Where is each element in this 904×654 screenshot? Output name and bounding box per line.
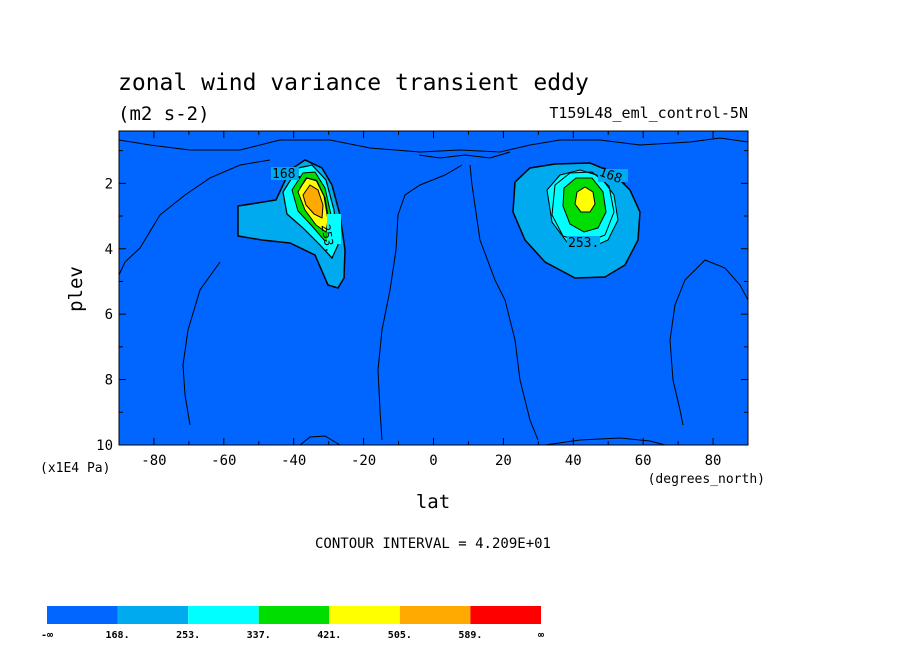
colorbar-swatch: [117, 606, 189, 624]
y-tick-label: 6: [105, 307, 113, 323]
colorbar-label: 505.: [388, 630, 412, 641]
contour-interval-label: CONTOUR INTERVAL = 4.209E+01: [315, 536, 551, 552]
contour-label-253-north: 253.: [568, 236, 599, 251]
contour-labels: 168. 253. 168. 253.: [271, 165, 631, 254]
run-label: T159L48_eml_control-5N: [549, 104, 748, 122]
x-tick-label: 60: [635, 453, 652, 469]
colorbar-label: 421.: [317, 630, 341, 641]
contour-line-bottom-east: [544, 437, 666, 446]
x-tick-label: 80: [705, 453, 722, 469]
x-tick-label: -20: [351, 453, 376, 469]
colorbar: -∞ 168. 253. 337. 421. 505. 589. ∞: [41, 606, 544, 641]
contour-line-tropic-west: [377, 164, 463, 441]
contour-line-inner: [551, 171, 615, 244]
y-tick-label: 2: [105, 176, 113, 192]
x-axis: -80 -60 -40 -20 0 20 40 60 80: [118, 131, 749, 469]
contour-line-upper-edge-2: [418, 151, 511, 159]
background-contours: [118, 137, 749, 446]
x-axis-label: lat: [416, 491, 450, 513]
colorbar-swatch: [188, 606, 259, 624]
x-tick-label: -80: [141, 453, 166, 469]
north-jet-contours: [512, 162, 641, 279]
x-tick-label: -60: [211, 453, 236, 469]
contour-line-north-outer: [669, 259, 749, 426]
contour-line-south-lower: [182, 261, 221, 426]
contour-fill-505: [302, 184, 324, 219]
x-axis-units: (degrees_north): [648, 472, 765, 487]
x-tick-label: -40: [281, 453, 306, 469]
y-tick-label: 8: [105, 373, 113, 389]
plot-background: [119, 131, 748, 445]
contour-line-tropic-east: [469, 164, 539, 441]
colorbar-swatch: [470, 606, 541, 624]
contour-label-168-south: 168.: [272, 167, 303, 182]
y-axis-label: plev: [65, 266, 87, 312]
units-label: (m2 s-2): [118, 103, 210, 125]
y-tick-label: 10: [96, 438, 113, 454]
plot-area: 168. 253. 168. 253.: [118, 130, 749, 446]
y-axis: 2 4 6 8 10: [96, 150, 748, 454]
y-tick-label: 4: [105, 242, 113, 258]
colorbar-label: -∞: [41, 630, 53, 641]
colorbar-swatch: [329, 606, 400, 624]
x-tick-label: 20: [495, 453, 512, 469]
contour-line-bottom: [299, 435, 341, 446]
colorbar-label: 253.: [176, 630, 200, 641]
south-jet-contours: [237, 159, 346, 289]
y-axis-units: (x1E4 Pa): [40, 461, 110, 476]
colorbar-label: 337.: [247, 630, 271, 641]
contour-line-south-tropic: [118, 159, 271, 276]
contour-line-upper-edge: [118, 137, 749, 153]
colorbar-label: ∞: [538, 630, 544, 641]
x-tick-label: 0: [429, 453, 437, 469]
contour-label-253-south: 253.: [318, 223, 337, 254]
colorbar-swatch: [258, 606, 330, 624]
x-tick-label: 40: [565, 453, 582, 469]
colorbar-swatch: [399, 606, 471, 624]
chart-title: zonal wind variance transient eddy: [118, 70, 589, 96]
colorbar-label: 168.: [106, 630, 130, 641]
colorbar-swatch: [47, 606, 118, 624]
colorbar-label: 589.: [458, 630, 482, 641]
contour-fill-421: [574, 186, 596, 213]
